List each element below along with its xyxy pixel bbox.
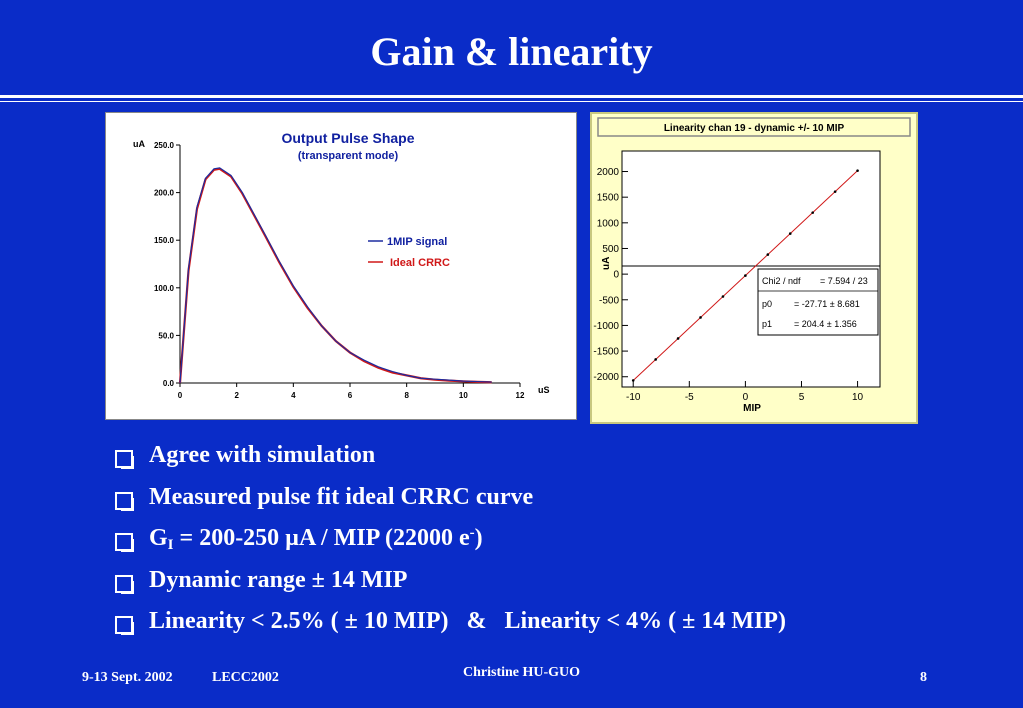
pulse-x-tick: 8 xyxy=(404,391,409,400)
linearity-point xyxy=(631,379,635,382)
footer-page-number: 8 xyxy=(920,670,927,685)
linearity-point xyxy=(699,316,702,319)
linearity-x-tick: 0 xyxy=(743,392,749,403)
ideal-crrc-line xyxy=(178,167,492,384)
linearity-y-tick: -1500 xyxy=(593,347,619,358)
page-title: Gain & linearity xyxy=(370,29,653,74)
footer-author: Christine HU-GUO xyxy=(463,665,581,680)
stat-chi2-label: Chi2 / ndf xyxy=(762,276,801,286)
linearity-y-tick: 1000 xyxy=(597,218,620,229)
pulse-y-tick: 100.0 xyxy=(154,284,175,293)
linearity-point xyxy=(811,211,814,214)
checkbox-bullet-icon xyxy=(115,450,134,469)
linearity-y-tick: 2000 xyxy=(597,167,620,178)
linearity-y-tick: 1500 xyxy=(597,193,620,204)
footer-event: LECC2002 xyxy=(212,670,279,685)
checkbox-bullet-icon xyxy=(115,533,134,552)
pulse-x-tick: 0 xyxy=(178,391,183,400)
legend-signal: 1MIP signal xyxy=(387,236,447,248)
checkbox-bullet-icon xyxy=(115,616,134,635)
pulse-x-label: uS xyxy=(538,385,550,395)
pulse-shape-chart: Output Pulse Shape (transparent mode) uA… xyxy=(105,112,577,420)
pulse-y-tick: 150.0 xyxy=(154,236,175,245)
linearity-chart: Linearity chan 19 - dynamic +/- 10 MIP u… xyxy=(590,112,918,424)
pulse-chart-title: Output Pulse Shape xyxy=(281,130,414,146)
pulse-chart-subtitle: (transparent mode) xyxy=(298,150,399,162)
linearity-point xyxy=(788,232,792,235)
pulse-x-tick: 4 xyxy=(291,391,296,400)
bullet-item: Linearity < 2.5% ( ± 10 MIP) & Linearity <… xyxy=(115,608,786,650)
linearity-y-tick: -2000 xyxy=(593,372,619,383)
stat-p1-label: p1 xyxy=(762,319,772,329)
title-rule xyxy=(0,95,1023,98)
linearity-point xyxy=(721,295,725,298)
pulse-y-tick: 200.0 xyxy=(154,189,175,198)
linearity-y-tick: 0 xyxy=(613,270,619,281)
pulse-y-tick: 0.0 xyxy=(163,379,175,388)
pulse-x-tick: 12 xyxy=(516,391,525,400)
linearity-x-tick: -5 xyxy=(685,392,694,403)
linearity-point xyxy=(833,190,837,193)
linearity-x-tick: -10 xyxy=(626,392,641,403)
footer-date: 9-13 Sept. 2002 xyxy=(82,670,173,685)
bullet-item: Dynamic range ± 14 MIP xyxy=(115,567,786,609)
title-rule-thin xyxy=(0,101,1023,102)
linearity-point xyxy=(676,337,680,340)
bullet-item: Measured pulse fit ideal CRRC curve xyxy=(115,484,786,526)
linearity-x-tick: 10 xyxy=(852,392,864,403)
bullet-item: Agree with simulation xyxy=(115,442,786,484)
linearity-x-label: MIP xyxy=(743,403,761,414)
linearity-title: Linearity chan 19 - dynamic +/- 10 MIP xyxy=(664,123,845,134)
stat-p0-label: p0 xyxy=(762,299,772,309)
pulse-x-tick: 10 xyxy=(459,391,468,400)
pulse-y-label: uA xyxy=(133,139,145,149)
fit-stats-box xyxy=(757,268,879,336)
legend-ideal: Ideal CRRC xyxy=(390,257,450,269)
pulse-shape-svg: Output Pulse Shape (transparent mode) uA… xyxy=(133,130,550,400)
pulse-y-tick: 250.0 xyxy=(154,141,175,150)
linearity-point xyxy=(766,253,770,256)
pulse-x-tick: 6 xyxy=(348,391,353,400)
checkbox-bullet-icon xyxy=(115,574,134,594)
bullet-item: GI = 200-250 µA / MIP (22000 e-) xyxy=(115,525,786,567)
linearity-y-label: uA xyxy=(601,257,612,270)
pulse-y-tick: 50.0 xyxy=(158,331,174,340)
bullet-list: Agree with simulation Measured pulse fit… xyxy=(115,442,786,650)
checkbox-bullet-icon xyxy=(115,491,134,511)
linearity-y-tick: 500 xyxy=(602,244,619,255)
linearity-y-tick: -500 xyxy=(599,295,619,306)
linearity-x-tick: 5 xyxy=(799,392,805,403)
linearity-point xyxy=(744,274,747,277)
stat-p1-value: = 204.4 ± 1.356 xyxy=(794,319,857,329)
stat-p0-value: = -27.71 ± 8.681 xyxy=(794,299,860,309)
linearity-point xyxy=(654,358,657,361)
linearity-y-tick: -1000 xyxy=(593,321,619,332)
linearity-svg: Linearity chan 19 - dynamic +/- 10 MIP u… xyxy=(593,117,911,414)
pulse-x-tick: 2 xyxy=(234,391,239,400)
linearity-point xyxy=(856,169,859,172)
signal-line xyxy=(179,167,492,384)
stat-chi2-value: = 7.594 / 23 xyxy=(820,276,868,286)
